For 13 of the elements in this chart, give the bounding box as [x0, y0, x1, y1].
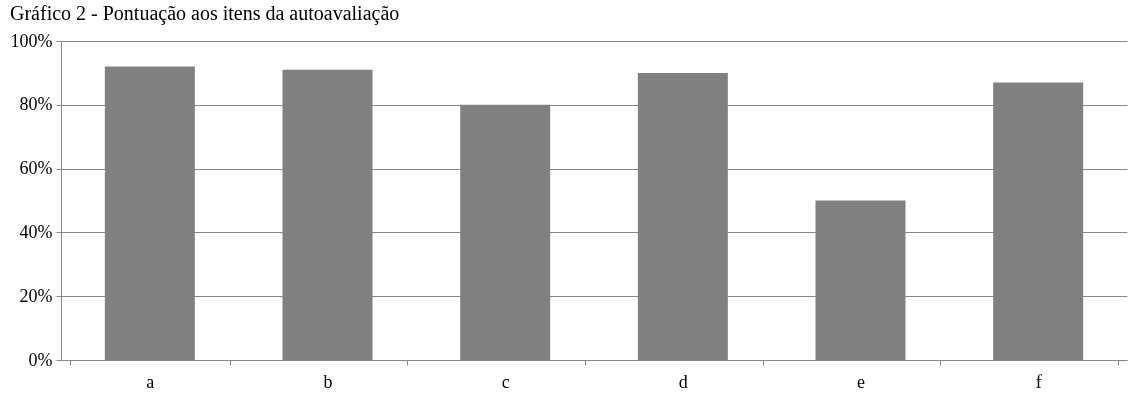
x-tick-label: f: [1035, 371, 1042, 392]
y-tick-label: 0%: [28, 349, 53, 370]
y-tick-label: 80%: [19, 94, 53, 115]
x-tick-label: c: [501, 371, 510, 392]
x-tick-label: e: [857, 371, 865, 392]
y-tick-label: 60%: [19, 158, 53, 179]
x-tick-label: a: [146, 371, 155, 392]
y-tick-label: 100%: [10, 30, 53, 51]
y-tick-label: 40%: [19, 221, 53, 242]
x-tick-label: d: [678, 371, 688, 392]
x-tick-label: b: [323, 371, 333, 392]
y-tick-label: 20%: [19, 285, 53, 306]
chart-title: Gráfico 2 - Pontuação aos itens da autoavaliação: [10, 2, 400, 25]
